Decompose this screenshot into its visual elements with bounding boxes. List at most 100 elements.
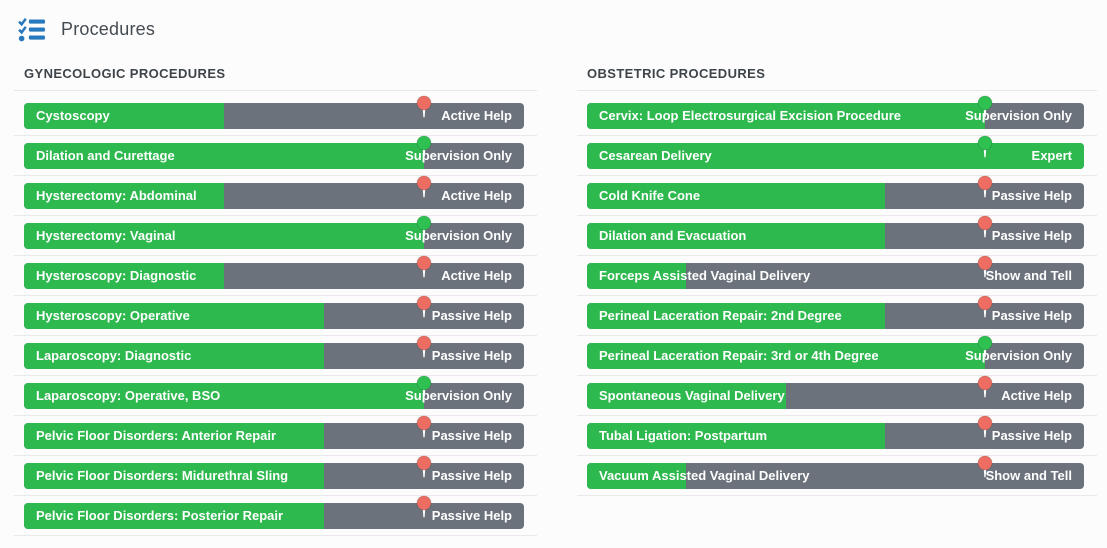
target-pin-icon <box>977 415 993 440</box>
procedure-progress-bar[interactable]: Perineal Laceration Repair: 2nd Degree Pa… <box>587 295 1084 329</box>
status-label: Passive Help <box>431 347 512 363</box>
procedure-row: Cervix: Loop Electrosurgical Excision Pr… <box>577 95 1097 136</box>
target-pin-icon <box>977 175 993 200</box>
target-pin-icon <box>977 255 993 280</box>
status-label: Passive Help <box>431 507 512 523</box>
progress-fill <box>24 262 224 289</box>
procedure-columns: GYNECOLOGIC PROCEDURES Cystoscopy Active … <box>0 66 1107 536</box>
procedure-row: Hysteroscopy: Diagnostic Active Help <box>14 255 537 296</box>
progress-fill <box>587 182 886 209</box>
procedure-progress-bar[interactable]: Pelvic Floor Disorders: Midurethral Slin… <box>24 455 524 489</box>
progress-fill <box>587 262 687 289</box>
target-pin-icon <box>977 295 993 320</box>
procedure-row: Laparoscopy: Diagnostic Passive Help <box>14 335 537 376</box>
target-pin-icon <box>977 455 993 480</box>
status-label: Active Help <box>441 107 512 123</box>
status-label: Passive Help <box>431 467 512 483</box>
page-title: Procedures <box>61 19 156 39</box>
progress-fill <box>587 142 1084 169</box>
procedure-progress-bar[interactable]: Perineal Laceration Repair: 3rd or 4th D… <box>587 335 1084 369</box>
progress-fill <box>24 502 324 529</box>
procedure-progress-bar[interactable]: Hysteroscopy: Diagnostic Active Help <box>24 255 524 289</box>
page-header: Procedures <box>0 0 1107 44</box>
target-pin-icon <box>416 175 432 200</box>
procedure-list: Cystoscopy Active Help Dilation and Curett… <box>14 91 537 536</box>
procedure-row: Vacuum Assisted Vaginal Delivery Show and… <box>577 455 1097 496</box>
column-title: OBSTETRIC PROCEDURES <box>577 66 1097 91</box>
procedure-progress-bar[interactable]: Cervix: Loop Electrosurgical Excision Pr… <box>587 95 1084 129</box>
procedure-progress-bar[interactable]: Tubal Ligation: Postpartum Passive Help <box>587 415 1084 449</box>
column-title: GYNECOLOGIC PROCEDURES <box>14 66 537 91</box>
status-label: Show and Tell <box>985 467 1072 483</box>
procedure-row: Pelvic Floor Disorders: Posterior Repair… <box>14 495 537 536</box>
procedure-row: Hysterectomy: Abdominal Active Help <box>14 175 537 216</box>
progress-fill <box>24 222 424 249</box>
progress-fill <box>587 222 886 249</box>
procedure-progress-bar[interactable]: Laparoscopy: Operative, BSO Supervision O… <box>24 375 524 409</box>
procedure-progress-bar[interactable]: Dilation and Curettage Supervision Only <box>24 135 524 169</box>
target-pin-icon <box>416 455 432 480</box>
status-label: Passive Help <box>991 227 1072 243</box>
target-pin-icon <box>416 415 432 440</box>
status-label: Active Help <box>1001 387 1072 403</box>
procedure-row: Pelvic Floor Disorders: Anterior Repair P… <box>14 415 537 456</box>
procedure-row: Spontaneous Vaginal Delivery Active Help <box>577 375 1097 416</box>
status-label: Passive Help <box>431 427 512 443</box>
progress-fill <box>587 342 985 369</box>
target-pin-icon <box>416 335 432 360</box>
progress-fill <box>587 102 985 129</box>
status-label: Passive Help <box>431 307 512 323</box>
procedure-progress-bar[interactable]: Hysterectomy: Abdominal Active Help <box>24 175 524 209</box>
procedure-row: Cold Knife Cone Passive Help <box>577 175 1097 216</box>
procedure-row: Pelvic Floor Disorders: Midurethral Slin… <box>14 455 537 496</box>
progress-fill <box>24 422 324 449</box>
progress-fill <box>24 382 424 409</box>
status-label: Passive Help <box>991 187 1072 203</box>
progress-fill <box>24 462 324 489</box>
status-label: Passive Help <box>991 427 1072 443</box>
procedure-row: Cystoscopy Active Help <box>14 95 537 136</box>
column-obstetric-procedures: OBSTETRIC PROCEDURES Cervix: Loop Electr… <box>577 66 1097 536</box>
target-pin-icon <box>977 375 993 400</box>
procedure-progress-bar[interactable]: Hysteroscopy: Operative Passive Help <box>24 295 524 329</box>
procedure-row: Dilation and Evacuation Passive Help <box>577 215 1097 256</box>
procedure-progress-bar[interactable]: Hysterectomy: Vaginal Supervision Only <box>24 215 524 249</box>
procedure-list: Cervix: Loop Electrosurgical Excision Pr… <box>577 91 1097 496</box>
procedure-row: Perineal Laceration Repair: 3rd or 4th D… <box>577 335 1097 376</box>
tasks-checklist-icon <box>18 16 45 43</box>
procedure-row: Forceps Assisted Vaginal Delivery Show an… <box>577 255 1097 296</box>
target-pin-icon <box>416 95 432 120</box>
progress-fill <box>24 142 424 169</box>
procedure-progress-bar[interactable]: Cystoscopy Active Help <box>24 95 524 129</box>
procedure-progress-bar[interactable]: Spontaneous Vaginal Delivery Active Help <box>587 375 1084 409</box>
procedure-progress-bar[interactable]: Pelvic Floor Disorders: Anterior Repair P… <box>24 415 524 449</box>
progress-fill <box>24 302 324 329</box>
status-label: Active Help <box>441 187 512 203</box>
procedure-row: Hysterectomy: Vaginal Supervision Only <box>14 215 537 256</box>
progress-fill <box>24 182 224 209</box>
procedure-progress-bar[interactable]: Cesarean Delivery Expert <box>587 135 1084 169</box>
progress-fill <box>587 422 886 449</box>
procedure-progress-bar[interactable]: Cold Knife Cone Passive Help <box>587 175 1084 209</box>
progress-fill <box>24 102 224 129</box>
progress-fill <box>587 382 786 409</box>
column-gynecologic-procedures: GYNECOLOGIC PROCEDURES Cystoscopy Active … <box>14 66 537 536</box>
procedure-progress-bar[interactable]: Laparoscopy: Diagnostic Passive Help <box>24 335 524 369</box>
target-pin-icon <box>416 295 432 320</box>
progress-fill <box>24 342 324 369</box>
procedure-progress-bar[interactable]: Forceps Assisted Vaginal Delivery Show an… <box>587 255 1084 289</box>
procedure-progress-bar[interactable]: Pelvic Floor Disorders: Posterior Repair… <box>24 495 524 529</box>
target-pin-icon <box>977 215 993 240</box>
procedure-progress-bar[interactable]: Vacuum Assisted Vaginal Delivery Show and… <box>587 455 1084 489</box>
procedure-row: Dilation and Curettage Supervision Only <box>14 135 537 176</box>
status-label: Active Help <box>441 267 512 283</box>
procedure-row: Hysteroscopy: Operative Passive Help <box>14 295 537 336</box>
procedure-row: Cesarean Delivery Expert <box>577 135 1097 176</box>
procedure-progress-bar[interactable]: Dilation and Evacuation Passive Help <box>587 215 1084 249</box>
status-label: Passive Help <box>991 307 1072 323</box>
target-pin-icon <box>416 495 432 520</box>
progress-fill <box>587 462 687 489</box>
status-label: Show and Tell <box>985 267 1072 283</box>
procedure-row: Laparoscopy: Operative, BSO Supervision O… <box>14 375 537 416</box>
